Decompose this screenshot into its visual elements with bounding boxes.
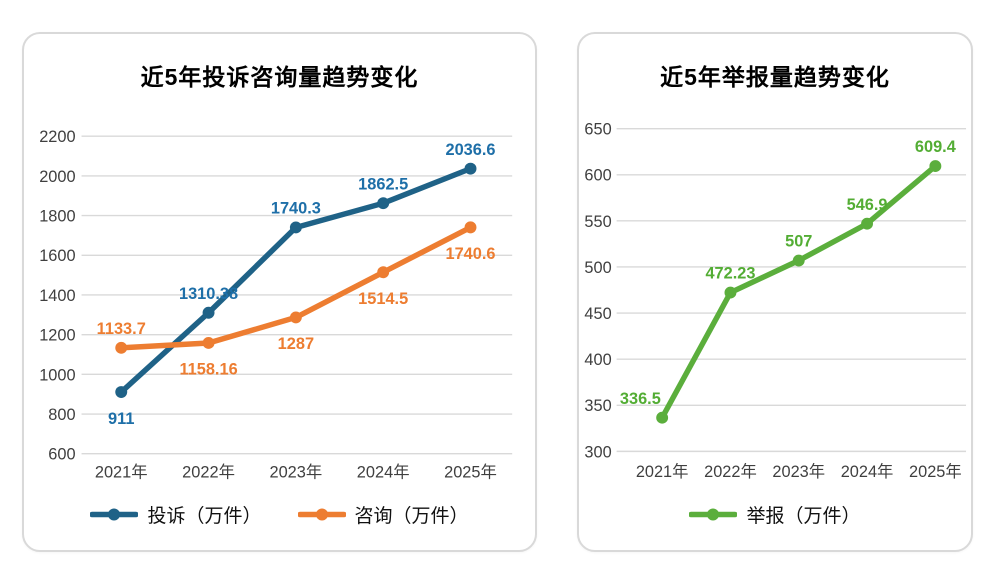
legend-label: 投诉（万件） [147, 506, 262, 527]
data-point-marker [929, 160, 942, 173]
reports-chart-legend: 举报（万件） [579, 501, 971, 528]
data-label: 1514.5 [358, 290, 408, 308]
data-point-marker [202, 306, 215, 319]
reports-chart-title: 近5年举报量趋势变化 [660, 64, 890, 90]
data-point-marker [656, 411, 669, 424]
data-point-marker [724, 286, 737, 299]
y-axis-tick-label: 600 [48, 446, 75, 464]
y-axis-tick-label: 500 [584, 259, 611, 277]
x-axis-tick-label: 2021年 [95, 464, 148, 482]
y-axis-tick-label: 350 [584, 397, 611, 415]
series-line [118, 224, 474, 351]
data-label: 1133.7 [97, 320, 146, 338]
x-axis-tick-label: 2022年 [182, 464, 235, 482]
x-axis-tick-label: 2021年 [636, 463, 689, 481]
legend-dot-icon [315, 508, 328, 521]
data-label: 1740.6 [445, 245, 495, 263]
data-label: 507 [785, 233, 812, 251]
complaints-chart-legend: 投诉（万件） 咨询（万件） [24, 501, 535, 528]
data-label: 1287 [278, 335, 314, 353]
x-axis-tick-label: 2025年 [909, 463, 962, 481]
x-axis-tick-label: 2025年 [444, 464, 497, 482]
data-point-marker [289, 221, 302, 234]
y-axis-tick-label: 400 [584, 351, 611, 369]
data-point-marker [115, 386, 128, 398]
data-label: 1740.3 [271, 200, 321, 218]
data-label: 911 [108, 410, 134, 428]
data-point-marker [289, 311, 302, 324]
data-label: 1862.5 [358, 175, 408, 193]
x-axis-tick-label: 2022年 [704, 463, 757, 481]
data-point-marker [464, 221, 477, 234]
x-axis-tick-label: 2024年 [357, 464, 410, 482]
data-point-marker [115, 341, 128, 354]
complaints-chart-title: 近5年投诉咨询量趋势变化 [140, 64, 419, 90]
legend-item: 投诉（万件） [90, 501, 262, 528]
data-point-marker [792, 254, 805, 267]
legend-line-marker-icon [297, 508, 346, 521]
complaints-consultations-chart-card: 近5年投诉咨询量趋势变化 600 800 1000 1200 1400 1600 1800 2… [22, 32, 537, 552]
data-label: 1158.16 [179, 361, 237, 379]
data-label: 1310.38 [179, 285, 238, 303]
y-axis-tick-label: 1600 [39, 247, 75, 265]
y-axis-tick-label: 550 [584, 213, 611, 231]
y-axis-tick-label: 1000 [39, 366, 75, 384]
legend-label: 举报（万件） [746, 506, 861, 527]
legend-dot-icon [108, 508, 121, 521]
data-label: 2036.6 [445, 141, 495, 159]
x-axis-tick-label: 2023年 [772, 463, 825, 481]
series-line [659, 163, 939, 421]
data-point-marker [861, 217, 873, 230]
data-point-marker [377, 266, 390, 279]
y-axis-tick-label: 800 [48, 406, 75, 424]
data-label: 546.9 [847, 196, 888, 214]
legend-item: 咨询（万件） [297, 501, 469, 528]
y-axis-tick-label: 1400 [39, 287, 75, 305]
data-point-marker [464, 162, 477, 175]
legend-item: 举报（万件） [689, 501, 861, 528]
reports-chart-card: 近5年举报量趋势变化 300 350 400 450 500 550 600 650 2021年… [577, 32, 973, 552]
data-point-marker [202, 337, 215, 349]
reports-line-chart: 300 350 400 450 500 550 600 650 2021年 2022年 2023年 2… [584, 121, 967, 481]
y-axis-tick-label: 2000 [39, 168, 75, 186]
y-axis-tick-label: 600 [584, 167, 611, 185]
legend-label: 咨询（万件） [354, 506, 469, 527]
y-axis-tick-label: 1200 [39, 327, 75, 345]
data-label: 336.5 [620, 390, 661, 408]
y-axis-tick-label: 450 [584, 305, 611, 323]
y-axis-tick-label: 1800 [39, 208, 75, 226]
legend-line-marker-icon [689, 508, 738, 521]
legend-line-marker-icon [90, 508, 139, 521]
legend-dot-icon [707, 508, 720, 521]
data-label: 472.23 [705, 265, 755, 283]
complaints-consultations-line-chart: 600 800 1000 1200 1400 1600 1800 2000 2200 2021年 2… [39, 128, 513, 482]
y-axis-tick-label: 650 [584, 121, 611, 139]
data-point-marker [377, 197, 390, 210]
x-axis-tick-label: 2024年 [841, 463, 894, 481]
data-label: 609.4 [915, 138, 956, 156]
y-axis-tick-label: 300 [584, 443, 611, 461]
x-axis-tick-label: 2023年 [269, 464, 322, 482]
y-axis-tick-label: 2200 [39, 128, 75, 146]
